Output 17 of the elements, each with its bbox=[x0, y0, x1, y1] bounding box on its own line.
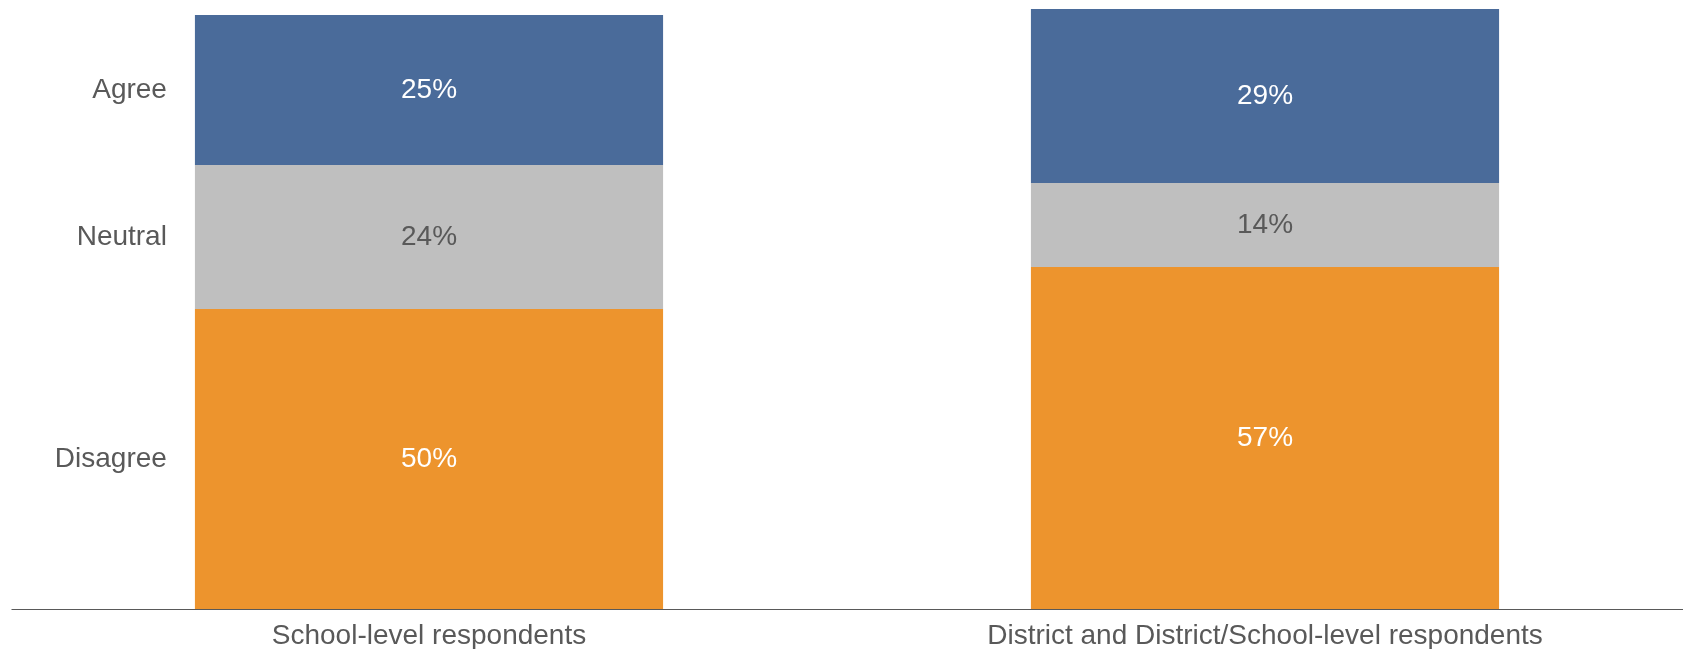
data-label: 14% bbox=[1236, 208, 1294, 239]
bar bbox=[1030, 183, 1500, 267]
bar bbox=[194, 15, 664, 165]
bar bbox=[1030, 9, 1500, 183]
bar bbox=[194, 309, 664, 609]
series-label: Neutral bbox=[76, 220, 167, 251]
series-label: Agree bbox=[92, 73, 167, 104]
x-tick-label: District and District/School-level respondents bbox=[987, 618, 1543, 650]
series-label: Disagree bbox=[54, 442, 167, 473]
data-label: 24% bbox=[400, 220, 458, 251]
data-label: 57% bbox=[1236, 421, 1294, 452]
bar bbox=[194, 165, 664, 309]
bar bbox=[1030, 267, 1500, 609]
x-tick-label: School-level respondents bbox=[271, 618, 587, 650]
data-label: 29% bbox=[1236, 79, 1294, 110]
data-label: 25% bbox=[400, 73, 458, 104]
data-label: 50% bbox=[400, 442, 458, 473]
